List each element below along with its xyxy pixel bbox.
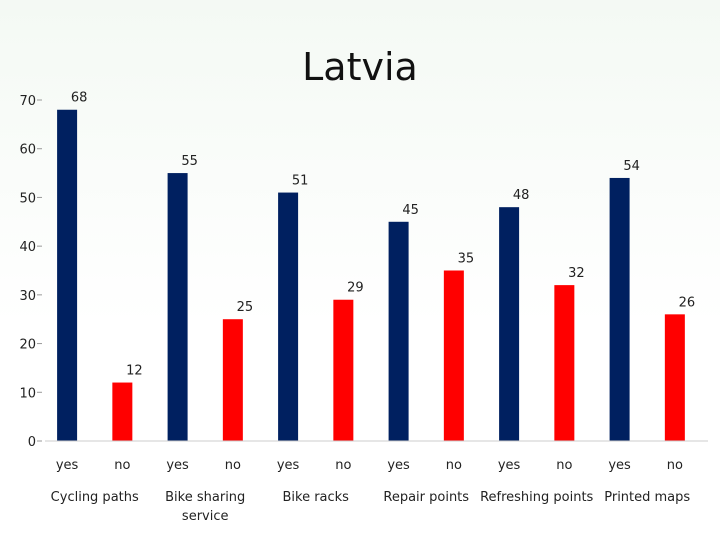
data-label: 35	[458, 252, 475, 267]
x-sub-label: no	[667, 458, 683, 473]
bar-no	[333, 299, 354, 441]
x-category-label: Refreshing points	[480, 490, 593, 505]
y-tick-label: 70	[19, 94, 36, 109]
x-sub-label: no	[114, 458, 130, 473]
data-label: 51	[292, 174, 309, 189]
x-sub-label: yes	[56, 458, 79, 473]
data-label: 32	[568, 266, 585, 281]
x-sub-label: yes	[166, 458, 189, 473]
bar-yes	[609, 177, 630, 441]
data-label: 45	[402, 203, 419, 218]
bar-yes	[278, 192, 299, 441]
y-axis: 0 10 20 30 40 50 60 70	[19, 94, 42, 450]
bar-yes	[388, 221, 409, 441]
data-label: 25	[237, 300, 254, 315]
x-labels: yes no Cycling paths yes no Bike sharing servi…	[51, 458, 691, 524]
x-category-label: Bike sharing service	[165, 490, 245, 524]
x-sub-label: yes	[498, 458, 521, 473]
data-label: 12	[126, 364, 143, 379]
data-labels: 68 12 55 25 51 29 45 35 48 32 54 26	[71, 91, 695, 379]
y-tick-label: 60	[19, 143, 36, 158]
x-sub-label: no	[335, 458, 351, 473]
bar-yes	[57, 109, 78, 441]
chart-title: Latvia	[302, 45, 418, 89]
x-sub-label: yes	[608, 458, 631, 473]
y-tick-label: 50	[19, 191, 36, 206]
data-label: 54	[623, 159, 640, 174]
x-sub-label: yes	[387, 458, 410, 473]
bars	[45, 109, 708, 442]
x-sub-label: no	[225, 458, 241, 473]
x-category-label: Printed maps	[604, 490, 690, 505]
x-category-label: Bike racks	[282, 490, 349, 505]
data-label: 55	[181, 154, 198, 169]
x-sub-label: yes	[277, 458, 300, 473]
x-category-label: Repair points	[383, 490, 469, 505]
bar-yes	[167, 173, 188, 442]
data-label: 26	[679, 295, 696, 310]
x-sub-label: no	[556, 458, 572, 473]
y-tick-label: 30	[19, 289, 36, 304]
bar-no	[222, 319, 243, 441]
bar-no	[443, 270, 464, 441]
bar-yes	[499, 207, 520, 441]
data-label: 48	[513, 188, 530, 203]
bar-no	[664, 314, 685, 441]
y-tick-label: 10	[19, 386, 36, 401]
bar-no	[112, 382, 133, 441]
data-label: 29	[347, 281, 364, 296]
bar-no	[554, 285, 575, 441]
y-tick-label: 0	[28, 435, 36, 450]
x-category-label: Cycling paths	[51, 490, 139, 505]
x-sub-label: no	[446, 458, 462, 473]
data-label: 68	[71, 91, 88, 106]
y-tick-label: 40	[19, 240, 36, 255]
y-tick-label: 20	[19, 338, 36, 353]
